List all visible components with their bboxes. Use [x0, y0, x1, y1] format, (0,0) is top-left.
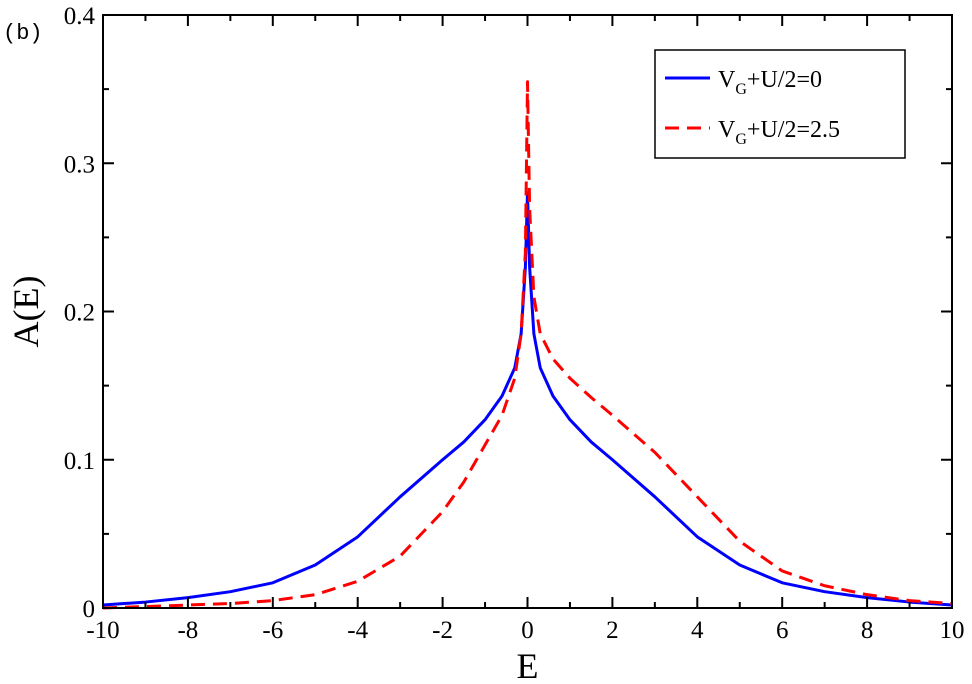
series-layer — [102, 80, 953, 610]
y-tick-label: 0.4 — [64, 3, 96, 30]
ticks-layer: -10 -8 -6 -4 -2 0 2 4 6 8 10 0 0.1 0.2 0.3 0.4 — [64, 3, 965, 644]
series-line-dashed — [102, 80, 953, 610]
x-tick-label: 2 — [606, 617, 619, 644]
legend-label: VG+U/2=0 — [718, 67, 822, 98]
y-tick-label: 0.2 — [64, 300, 95, 327]
x-tick-label: -8 — [177, 617, 198, 644]
x-tick-label: -6 — [262, 617, 283, 644]
y-tick-label: 0 — [83, 596, 96, 623]
y-axis-title: A(E) — [6, 276, 46, 348]
x-tick-label: 8 — [861, 617, 874, 644]
x-tick-label: -10 — [86, 617, 119, 644]
legend-box — [654, 49, 906, 159]
panel-label: (b) — [3, 21, 43, 46]
x-tick-label: -4 — [347, 617, 368, 644]
x-tick-label: 0 — [521, 617, 534, 644]
x-tick-label: 6 — [776, 617, 789, 644]
x-tick-label: 10 — [940, 617, 965, 644]
x-tick-label: 4 — [691, 617, 704, 644]
x-tick-label: -2 — [432, 617, 453, 644]
legend-label: VG+U/2=2.5 — [718, 117, 840, 148]
legend: VG+U/2=0 VG+U/2=2.5 — [654, 49, 906, 159]
y-tick-label: 0.1 — [64, 448, 95, 475]
y-tick-label: 0.3 — [64, 151, 95, 178]
x-axis-title: E — [517, 646, 539, 684]
